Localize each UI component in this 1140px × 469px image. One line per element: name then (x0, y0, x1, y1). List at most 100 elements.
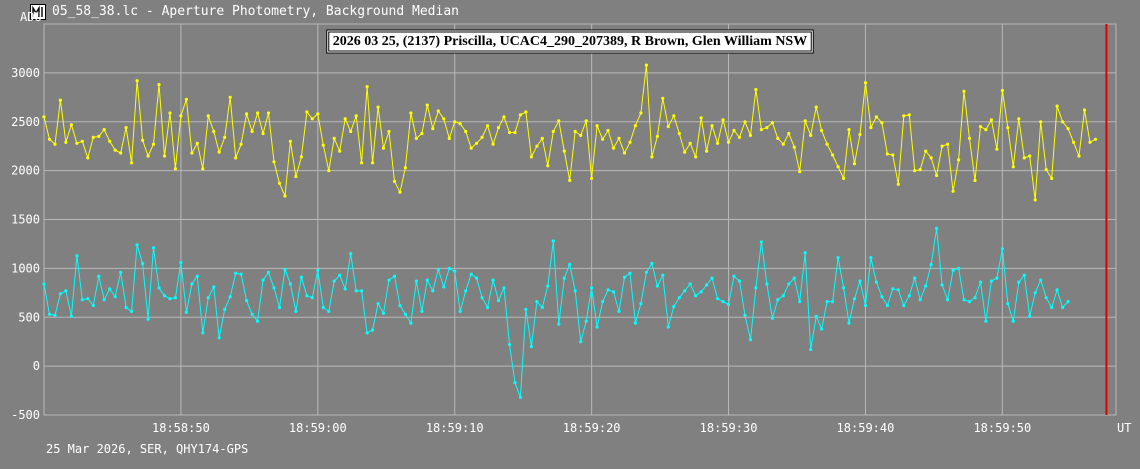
data-point (705, 283, 709, 287)
data-point (957, 158, 961, 162)
data-point (513, 130, 517, 135)
data-point (425, 278, 429, 282)
data-point (573, 289, 577, 293)
data-point (984, 319, 988, 323)
data-point (124, 305, 128, 310)
data-point (891, 287, 895, 291)
window-title: 05_58_38.lc - Aperture Photometry, Backg… (52, 4, 459, 19)
data-point (557, 322, 561, 326)
data-point (151, 142, 156, 146)
data-point (781, 142, 785, 146)
data-point (108, 139, 112, 143)
data-point (338, 149, 342, 153)
data-point (392, 179, 397, 183)
data-point (184, 310, 188, 314)
y-tick-label: -500 (11, 408, 40, 422)
data-point (80, 139, 84, 143)
data-point (611, 290, 616, 294)
data-point (201, 167, 205, 171)
data-point (595, 124, 599, 128)
data-point (562, 276, 566, 280)
data-point (573, 129, 577, 134)
data-point (716, 141, 720, 145)
data-point (288, 282, 292, 286)
data-point (743, 120, 747, 124)
data-point (310, 117, 314, 121)
x-tick-label: 18:59:00 (289, 421, 347, 435)
data-point (973, 296, 977, 300)
data-point (622, 275, 627, 279)
data-point (672, 114, 676, 118)
y-tick-label: 1000 (11, 261, 40, 275)
data-point (245, 299, 249, 303)
data-point (748, 338, 753, 342)
data-point (162, 294, 167, 298)
data-point (946, 142, 950, 146)
data-point (491, 142, 495, 146)
data-point (995, 147, 999, 151)
data-point (666, 325, 670, 329)
data-point (162, 154, 167, 158)
data-point (491, 278, 495, 282)
data-point (617, 309, 621, 313)
data-point (365, 85, 369, 89)
data-point (387, 278, 391, 282)
data-point (239, 142, 243, 146)
data-point (546, 164, 550, 168)
data-point (64, 289, 68, 293)
data-point (880, 121, 884, 125)
data-point (852, 162, 857, 166)
data-point (1044, 296, 1048, 300)
data-point (234, 156, 238, 160)
data-point (1033, 198, 1037, 202)
data-point (173, 167, 177, 171)
data-point (617, 136, 621, 140)
data-point (507, 343, 512, 347)
data-point (464, 129, 468, 134)
data-point (601, 137, 605, 141)
data-point (929, 262, 933, 267)
data-point (1000, 88, 1005, 93)
data-point (540, 136, 544, 140)
data-point (814, 105, 818, 109)
data-point (535, 144, 539, 148)
data-point (1006, 302, 1010, 306)
data-point (918, 298, 922, 302)
data-point (179, 260, 183, 265)
data-point (825, 300, 829, 304)
data-point (502, 115, 506, 119)
data-point (1022, 156, 1026, 160)
data-point (310, 296, 314, 300)
data-point (338, 273, 342, 277)
data-point (792, 145, 796, 149)
data-point (1044, 168, 1048, 172)
data-point (47, 312, 52, 316)
light-curve-icon (30, 4, 46, 20)
data-point (299, 155, 303, 159)
data-point (97, 134, 101, 138)
x-tick-label: 18:58:50 (152, 421, 210, 435)
data-point (869, 126, 873, 130)
data-point (223, 135, 227, 139)
data-point (874, 280, 879, 284)
data-point (496, 299, 501, 303)
data-point (847, 321, 851, 325)
data-point (798, 300, 802, 304)
data-point (858, 132, 862, 137)
data-point (721, 300, 725, 304)
data-point (989, 118, 994, 122)
data-point (847, 128, 851, 132)
data-point (595, 325, 599, 329)
data-point (902, 114, 906, 118)
data-point (666, 125, 670, 129)
footer-info: 25 Mar 2026, SER, QHY174-GPS (46, 442, 249, 456)
data-point (157, 83, 161, 87)
data-point (765, 282, 769, 286)
data-point (387, 129, 391, 134)
data-point (1066, 127, 1070, 131)
data-point (874, 115, 879, 119)
data-point (157, 286, 161, 290)
data-point (891, 153, 895, 157)
data-point (518, 113, 523, 117)
data-point (409, 321, 413, 325)
